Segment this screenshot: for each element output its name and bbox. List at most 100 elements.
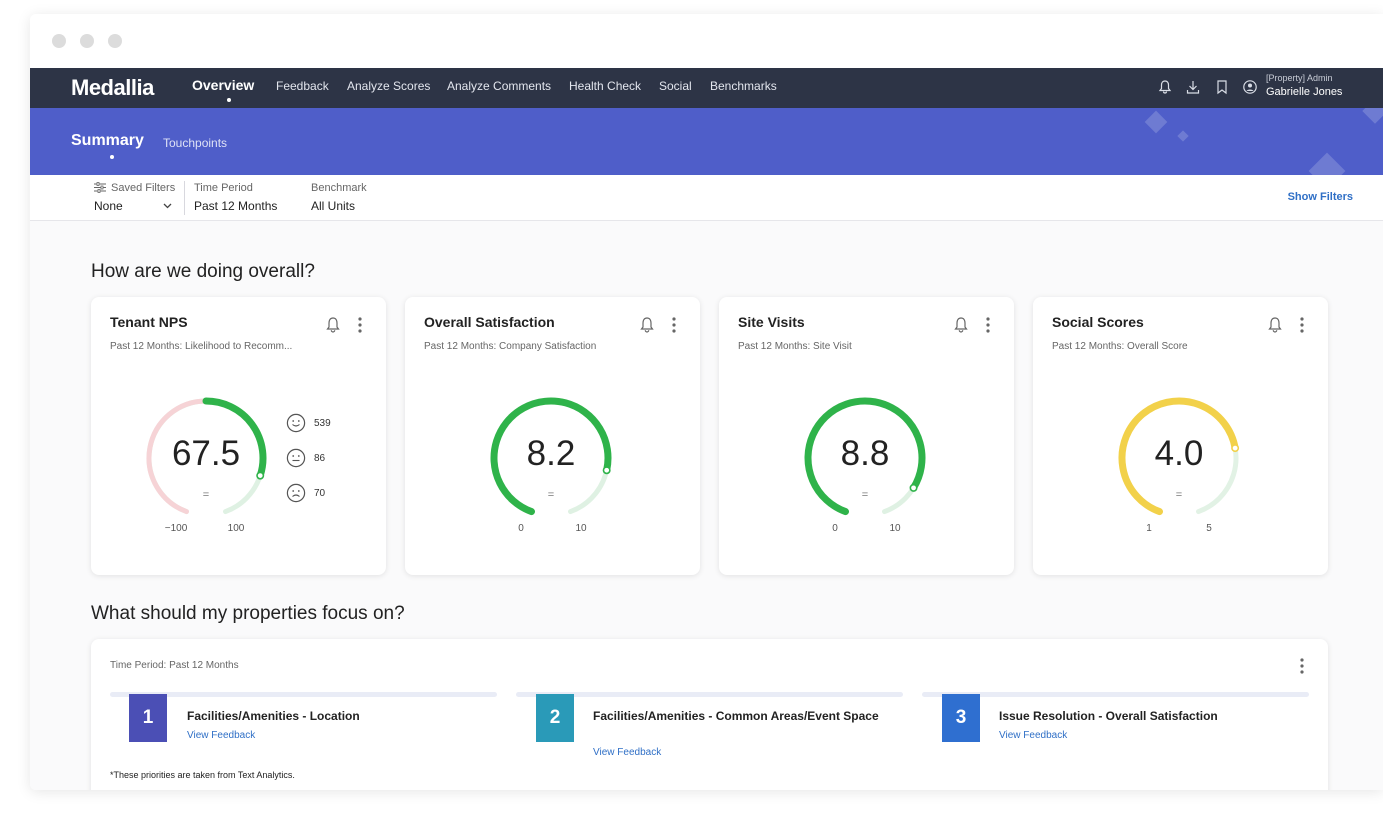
kpi-card[interactable]: Site Visits Past 12 Months: Site Visit 8.8…: [719, 297, 1014, 575]
kpi-card-title: Site Visits: [738, 314, 805, 330]
more-options-icon[interactable]: [357, 316, 363, 334]
kpi-value: 8.8: [840, 434, 890, 473]
tab-summary[interactable]: Summary: [71, 132, 144, 149]
priorities-card: Time Period: Past 12 Months 1 Facilities…: [91, 639, 1328, 790]
priority-number: 2: [536, 694, 574, 742]
decor-diamond: [1144, 110, 1168, 134]
decor-diamond: [1362, 108, 1383, 124]
user-role: [Property] Admin: [1266, 73, 1333, 83]
kpi-card[interactable]: Tenant NPS Past 12 Months: Likelihood to …: [91, 297, 386, 575]
response-count: 86: [314, 453, 326, 464]
neutral-face-icon: [286, 448, 306, 468]
priority-title: Issue Resolution - Overall Satisfaction: [999, 709, 1218, 723]
gauge-chart: [146, 397, 267, 515]
filter-bar: Saved Filters None Time Period Past 12 M…: [30, 175, 1383, 221]
priority-number: 1: [129, 694, 167, 742]
window-titlebar: [30, 14, 1383, 68]
main-content: How are we doing overall? Tenant NPS Past…: [30, 221, 1383, 790]
kpi-card-subtitle: Past 12 Months: Overall Score: [1052, 341, 1188, 352]
alert-bell-icon[interactable]: [1266, 316, 1284, 334]
window-maximize-dot[interactable]: [108, 34, 122, 48]
window-minimize-dot[interactable]: [80, 34, 94, 48]
response-count: 539: [314, 418, 331, 429]
gauge-value-marker: [1231, 444, 1240, 453]
priority-bar: [922, 692, 1309, 697]
view-feedback-link[interactable]: View Feedback: [593, 747, 662, 758]
window-close-dot[interactable]: [52, 34, 66, 48]
gauge-chart: [1118, 397, 1240, 516]
subnav-active-indicator: [110, 155, 114, 159]
gauge-value-marker: [256, 471, 265, 480]
show-filters-link[interactable]: Show Filters: [1287, 191, 1353, 203]
nav-benchmarks[interactable]: Benchmarks: [710, 79, 777, 93]
priority-title: Facilities/Amenities - Location: [187, 709, 360, 723]
tab-touchpoints[interactable]: Touchpoints: [163, 136, 228, 150]
user-name[interactable]: Gabrielle Jones: [1266, 86, 1343, 98]
alert-bell-icon[interactable]: [324, 316, 342, 334]
more-options-icon[interactable]: [1299, 316, 1305, 334]
nav-analyze-comments[interactable]: Analyze Comments: [447, 79, 552, 93]
more-options-icon[interactable]: [671, 316, 677, 334]
section-title-overall: How are we doing overall?: [91, 261, 315, 282]
kpi-card-title: Overall Satisfaction: [424, 314, 555, 330]
time-period-label: Time Period: [194, 182, 253, 194]
notification-bell-icon[interactable]: [1157, 79, 1173, 95]
kpi-card[interactable]: Social Scores Past 12 Months: Overall Sco…: [1033, 297, 1328, 575]
benchmark-value[interactable]: All Units: [311, 199, 356, 213]
nav-social[interactable]: Social: [659, 79, 692, 93]
kpi-card-title: Social Scores: [1052, 314, 1144, 330]
more-options-icon[interactable]: [1299, 657, 1305, 675]
alert-bell-icon[interactable]: [638, 316, 656, 334]
sub-navigation: Summary Touchpoints: [30, 108, 1383, 175]
saved-filters-select[interactable]: None: [94, 199, 123, 213]
gauge-max-label: 5: [1206, 523, 1212, 534]
gauge-chart: [490, 397, 612, 516]
kpi-trend-indicator: =: [547, 489, 555, 501]
kpi-card-subtitle: Past 12 Months: Company Satisfaction: [424, 341, 597, 352]
decor-diamond: [1308, 152, 1346, 175]
gauge-min-label: 0: [518, 523, 524, 534]
time-period-value[interactable]: Past 12 Months: [194, 199, 278, 213]
priority-bar: [110, 692, 497, 697]
benchmark-label: Benchmark: [311, 182, 367, 194]
priorities-footnote: *These priorities are taken from Text An…: [110, 770, 295, 780]
kpi-card-subtitle: Past 12 Months: Site Visit: [738, 341, 852, 352]
section-title-focus: What should my properties focus on?: [91, 603, 405, 624]
kpi-trend-indicator: =: [202, 489, 210, 501]
nav-analyze-scores[interactable]: Analyze Scores: [347, 79, 431, 93]
download-icon[interactable]: [1185, 79, 1201, 95]
priority-bar: [516, 692, 903, 697]
gauge-max-label: 10: [889, 523, 901, 534]
filter-sliders-icon: [94, 182, 106, 193]
kpi-card[interactable]: Overall Satisfaction Past 12 Months: Comp…: [405, 297, 700, 575]
gauge-value-arc: [804, 397, 926, 516]
frown-icon: [286, 483, 306, 503]
gauge-max-label: 10: [575, 523, 587, 534]
kpi-card-title: Tenant NPS: [110, 314, 188, 330]
gauge-value-marker: [909, 483, 918, 492]
bookmark-icon[interactable]: [1214, 79, 1230, 95]
view-feedback-link[interactable]: View Feedback: [999, 730, 1068, 741]
nav-health-check[interactable]: Health Check: [569, 79, 642, 93]
gauge-min-label: 0: [832, 523, 838, 534]
nav-feedback[interactable]: Feedback: [276, 79, 329, 93]
gauge-value-marker: [602, 466, 611, 475]
smile-icon: [286, 413, 306, 433]
view-feedback-link[interactable]: View Feedback: [187, 730, 256, 741]
gauge-min-label: −100: [164, 523, 188, 534]
gauge-chart: [804, 397, 926, 516]
gauge-min-label: 1: [1146, 523, 1152, 534]
saved-filters-label: Saved Filters: [111, 182, 176, 194]
filter-divider: [184, 181, 185, 215]
user-account-icon[interactable]: [1242, 79, 1258, 95]
top-navigation: Medallia Overview Feedback Analyze Score…: [30, 68, 1383, 108]
nav-overview[interactable]: Overview: [192, 77, 255, 93]
alert-bell-icon[interactable]: [952, 316, 970, 334]
nav-active-indicator: [227, 98, 231, 102]
kpi-value: 4.0: [1154, 434, 1204, 473]
medallia-logo[interactable]: Medallia: [71, 75, 154, 100]
decor-diamond: [1177, 130, 1189, 142]
chevron-down-icon[interactable]: [163, 203, 172, 209]
more-options-icon[interactable]: [985, 316, 991, 334]
priority-number: 3: [942, 694, 980, 742]
